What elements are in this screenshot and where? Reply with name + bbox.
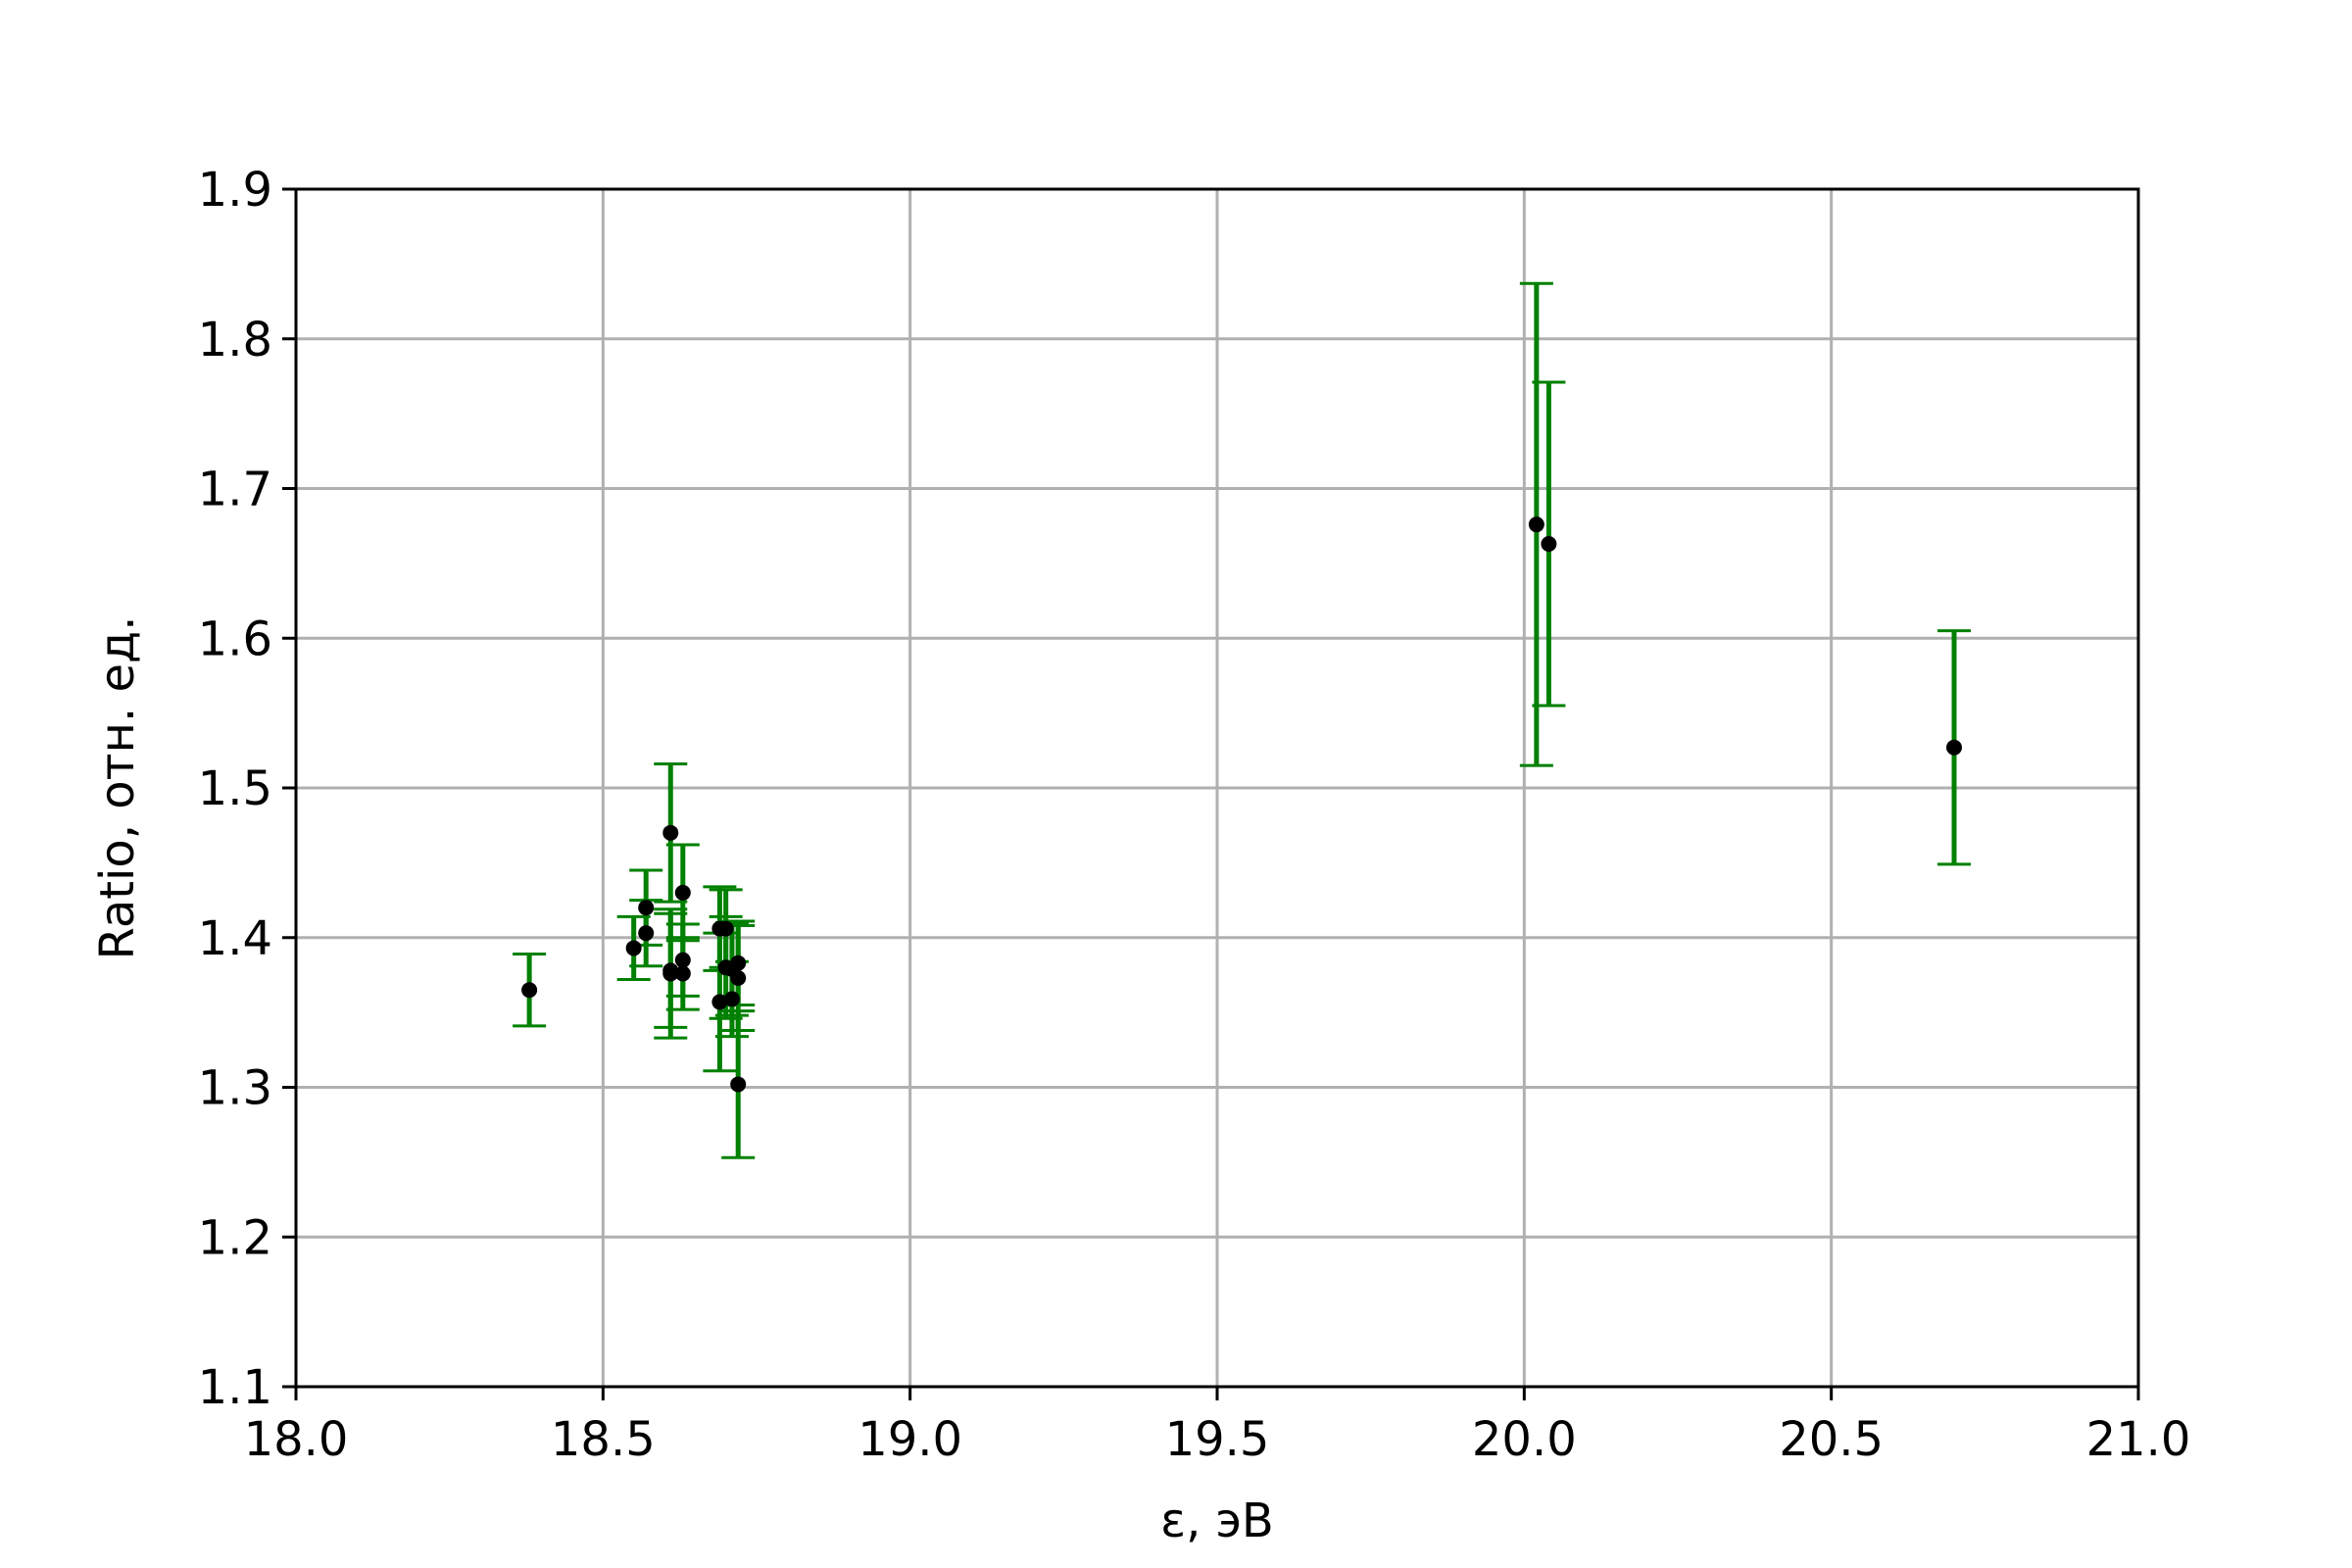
y-tick-label: 1.3 xyxy=(198,1061,272,1116)
data-point xyxy=(730,955,747,971)
data-point xyxy=(717,920,734,937)
x-tick-label: 20.0 xyxy=(1472,1412,1577,1467)
x-tick-label: 20.5 xyxy=(1779,1412,1884,1467)
y-tick-label: 1.1 xyxy=(198,1360,272,1415)
y-tick-label: 1.7 xyxy=(198,463,272,517)
x-axis-label: ε, эВ xyxy=(1160,1494,1274,1548)
data-points xyxy=(521,516,1962,1093)
data-point xyxy=(1946,739,1962,756)
x-tick-label: 19.0 xyxy=(858,1412,962,1467)
x-tick-label: 18.5 xyxy=(551,1412,656,1467)
x-tick-label: 21.0 xyxy=(2086,1412,2191,1467)
y-tick-label: 1.2 xyxy=(198,1210,272,1265)
x-tick-label: 18.0 xyxy=(244,1412,349,1467)
plot-frame xyxy=(294,187,2140,1389)
data-point xyxy=(625,940,642,956)
data-point xyxy=(1528,516,1544,533)
data-point xyxy=(521,982,538,999)
y-tick-label: 1.5 xyxy=(198,761,272,816)
y-tick-label: 1.8 xyxy=(198,313,272,368)
data-point xyxy=(674,884,691,901)
y-tick-label: 1.6 xyxy=(198,612,272,666)
axis-ticks xyxy=(282,187,2140,1400)
data-point xyxy=(638,900,655,916)
grid-lines xyxy=(296,189,2138,1387)
data-point xyxy=(730,969,747,986)
y-tick-labels: 1.1 1.2 1.3 1.4 1.5 1.6 1.7 1.8 1.9 xyxy=(198,163,272,1415)
x-tick-label: 19.5 xyxy=(1165,1412,1270,1467)
y-tick-label: 1.4 xyxy=(198,911,272,966)
data-point xyxy=(674,952,691,968)
data-point xyxy=(711,994,728,1010)
x-tick-labels: 18.0 18.5 19.0 19.5 20.0 20.5 21.0 xyxy=(244,1412,2191,1467)
data-point xyxy=(723,991,740,1007)
data-point xyxy=(638,925,655,942)
y-axis-label: Ratio, отн. ед. xyxy=(90,616,145,960)
error-bars xyxy=(513,281,1971,1159)
data-point xyxy=(662,824,679,841)
data-point xyxy=(674,965,691,982)
data-point xyxy=(1541,536,1557,553)
y-tick-label: 1.9 xyxy=(198,163,272,218)
data-point xyxy=(730,1076,747,1093)
data-point xyxy=(662,965,679,982)
